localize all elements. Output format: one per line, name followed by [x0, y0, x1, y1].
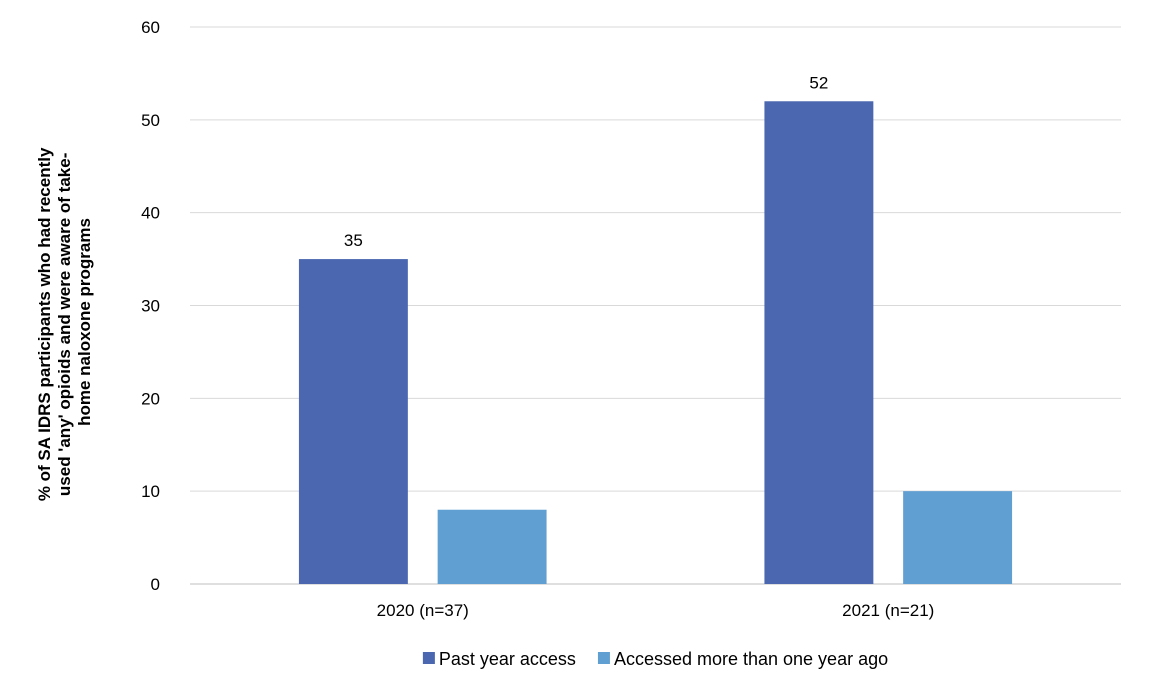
- legend-item: Past year access: [422, 649, 576, 669]
- bar: [298, 259, 408, 584]
- legend-label: Accessed more than one year ago: [614, 649, 888, 669]
- y-tick-label: 10: [141, 482, 160, 501]
- legend-item: Accessed more than one year ago: [597, 649, 888, 669]
- bar: [764, 101, 874, 585]
- y-tick-label: 0: [151, 575, 160, 594]
- y-tick-label: 40: [141, 204, 160, 223]
- y-axis-title-line-1: % of SA IDRS participants who had recent…: [35, 147, 54, 501]
- y-axis-title: % of SA IDRS participants who had recent…: [35, 143, 94, 501]
- bar: [903, 491, 1013, 584]
- data-labels: 35 52: [344, 73, 828, 250]
- y-tick-label: 20: [141, 389, 160, 408]
- x-axis-ticks: 2020 (n=37) 2021 (n=21): [377, 601, 935, 620]
- bars: [298, 101, 1013, 585]
- data-label: 52: [809, 73, 828, 92]
- y-axis-title-line-2: used 'any' opioids and were aware of tak…: [55, 153, 74, 496]
- x-tick-label: 2020 (n=37): [377, 601, 469, 620]
- legend-swatch: [597, 652, 610, 664]
- y-axis-ticks: 0 10 20 30 40 50 60: [141, 18, 160, 594]
- y-tick-label: 50: [141, 111, 160, 130]
- legend: Past year access Accessed more than one y…: [422, 649, 888, 669]
- legend-label: Past year access: [439, 649, 576, 669]
- data-label: 35: [344, 231, 363, 250]
- x-tick-label: 2021 (n=21): [842, 601, 934, 620]
- y-tick-label: 30: [141, 297, 160, 316]
- y-axis-title-line-3: home naloxone programs: [75, 218, 94, 426]
- y-tick-label: 60: [141, 18, 160, 37]
- bar: [437, 509, 547, 584]
- legend-swatch: [422, 652, 435, 664]
